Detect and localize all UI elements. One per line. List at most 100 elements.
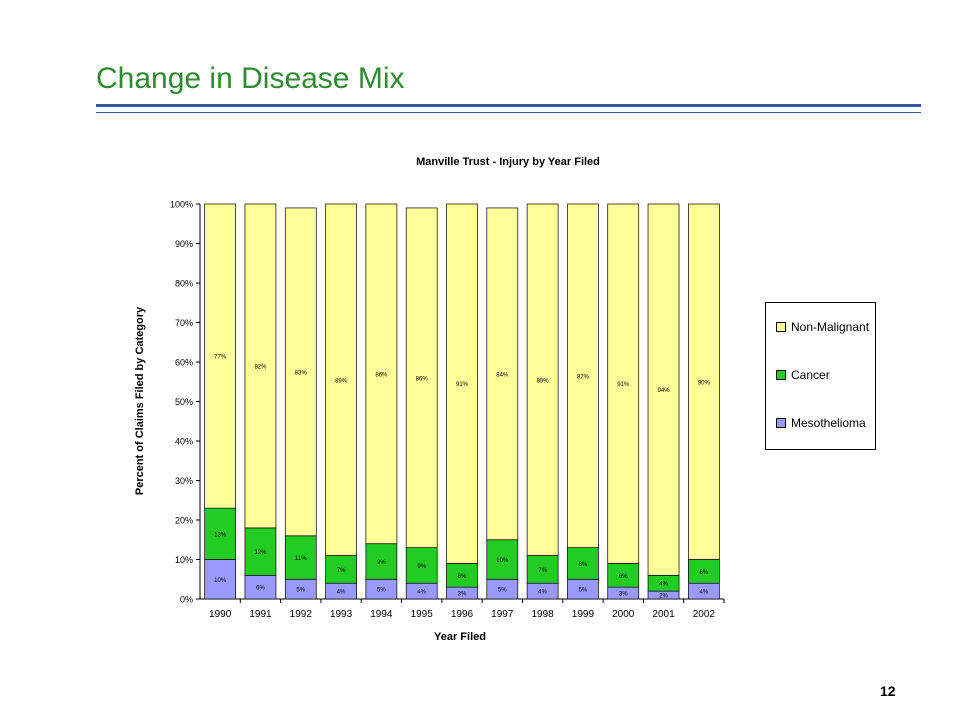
data-label-non-malignant: 89%	[537, 378, 550, 384]
legend-label-non-malignant: Non-Malignant	[791, 320, 870, 334]
bar-cancer	[405, 547, 438, 584]
bar-mesothelioma	[204, 559, 237, 600]
x-tick-label: 2001	[652, 609, 675, 620]
bar-non-malignant	[244, 203, 277, 529]
data-label-non-malignant: 84%	[496, 372, 509, 378]
x-tick-label: 1993	[330, 609, 353, 620]
data-label-cancer: 10%	[496, 558, 509, 564]
data-label-mesothelioma: 6%	[256, 586, 265, 592]
data-label-cancer: 13%	[214, 532, 227, 538]
data-label-cancer: 9%	[417, 564, 426, 570]
bar-non-malignant	[526, 203, 559, 556]
data-label-non-malignant: 91%	[617, 382, 630, 388]
bar-cancer	[325, 555, 357, 584]
y-tick-label: 70%	[175, 318, 193, 328]
bar-cancer	[365, 543, 398, 580]
x-tick-label: 1994	[370, 609, 393, 620]
data-label-cancer: 11%	[295, 556, 307, 562]
data-label-cancer: 6%	[700, 570, 709, 576]
data-label-non-malignant: 86%	[416, 376, 429, 382]
title-underline-thick	[96, 104, 921, 107]
data-label-non-malignant: 77%	[214, 355, 227, 361]
bar-non-malignant	[204, 203, 237, 509]
x-axis-label: Year Filed	[434, 631, 486, 643]
data-label-cancer: 8%	[579, 562, 588, 568]
x-tick-label: 1996	[451, 609, 474, 620]
y-tick-label: 60%	[175, 358, 193, 368]
bar-cancer	[244, 527, 277, 576]
x-tick-label: 1997	[491, 609, 514, 620]
bar-non-malignant	[405, 207, 438, 549]
data-label-non-malignant: 90%	[698, 380, 711, 386]
bar-non-malignant	[325, 203, 357, 556]
data-label-cancer: 12%	[254, 550, 267, 556]
data-label-non-malignant: 87%	[577, 374, 590, 380]
chart-title: Manville Trust - Injury by Year Filed	[416, 156, 600, 168]
legend-label-cancer: Cancer	[791, 368, 830, 382]
legend-swatch-cancer	[776, 370, 786, 380]
data-label-cancer: 9%	[377, 560, 386, 566]
x-tick-label: 1991	[249, 609, 272, 620]
data-label-mesothelioma: 4%	[700, 590, 709, 596]
bar-non-malignant	[687, 203, 720, 560]
data-label-non-malignant: 82%	[254, 364, 267, 370]
data-label-mesothelioma: 5%	[296, 588, 305, 594]
legend-item-mesothelioma: Mesothelioma	[776, 416, 866, 430]
slide-title: Change in Disease Mix	[96, 62, 405, 95]
data-label-non-malignant: 83%	[295, 370, 308, 376]
bar-non-malignant	[365, 203, 398, 545]
data-label-mesothelioma: 5%	[579, 588, 588, 594]
x-tick-label: 2000	[612, 609, 635, 620]
x-tick-label: 1999	[572, 609, 595, 620]
data-label-mesothelioma: 4%	[538, 590, 547, 596]
bar-non-malignant	[486, 207, 519, 541]
data-label-cancer: 4%	[659, 582, 668, 588]
x-tick-label: 1998	[531, 609, 554, 620]
data-label-mesothelioma: 3%	[619, 592, 628, 598]
legend-item-cancer: Cancer	[776, 368, 830, 382]
bar-non-malignant	[284, 207, 317, 537]
y-tick-label: 50%	[175, 397, 193, 407]
bar-cancer	[567, 547, 599, 580]
chart-legend: Non-Malignant Cancer Mesothelioma	[765, 302, 876, 450]
data-label-non-malignant: 89%	[335, 378, 348, 384]
y-tick-label: 80%	[175, 279, 193, 289]
title-underline-thin	[96, 112, 921, 113]
data-label-mesothelioma: 4%	[417, 590, 426, 596]
data-label-mesothelioma: 3%	[458, 592, 467, 598]
bar-cancer	[526, 555, 559, 584]
y-tick-label: 40%	[175, 437, 193, 447]
y-axis-label: Percent of Claims Filed by Category	[134, 306, 146, 495]
data-label-cancer: 6%	[619, 574, 628, 580]
y-tick-label: 20%	[175, 516, 193, 526]
bar-non-malignant	[607, 203, 640, 564]
y-tick-label: 10%	[175, 555, 193, 565]
legend-label-mesothelioma: Mesothelioma	[791, 416, 866, 430]
data-label-non-malignant: 94%	[658, 388, 671, 394]
data-label-mesothelioma: 10%	[214, 578, 227, 584]
legend-swatch-non-malignant	[776, 322, 786, 332]
data-label-mesothelioma: 5%	[498, 588, 507, 594]
bar-cancer	[204, 507, 237, 560]
x-tick-label: 1992	[290, 609, 313, 620]
y-tick-label: 30%	[175, 476, 193, 486]
data-label-cancer: 7%	[337, 568, 346, 574]
x-tick-label: 2002	[693, 609, 716, 620]
data-label-mesothelioma: 5%	[377, 588, 386, 594]
data-label-cancer: 6%	[458, 574, 467, 580]
y-tick-label: 90%	[175, 239, 193, 249]
bar-non-malignant	[567, 203, 599, 548]
legend-swatch-mesothelioma	[776, 418, 786, 428]
data-label-non-malignant: 91%	[456, 382, 469, 388]
x-tick-label: 1990	[209, 609, 232, 620]
page-number: 12	[880, 683, 896, 699]
y-tick-label: 0%	[180, 595, 193, 605]
y-tick-label: 100%	[170, 200, 193, 210]
bar-non-malignant	[647, 203, 680, 576]
data-label-non-malignant: 86%	[375, 372, 388, 378]
data-label-mesothelioma: 2%	[659, 594, 668, 600]
x-tick-label: 1995	[411, 609, 434, 620]
bar-non-malignant	[446, 203, 478, 564]
data-label-cancer: 7%	[538, 568, 547, 574]
